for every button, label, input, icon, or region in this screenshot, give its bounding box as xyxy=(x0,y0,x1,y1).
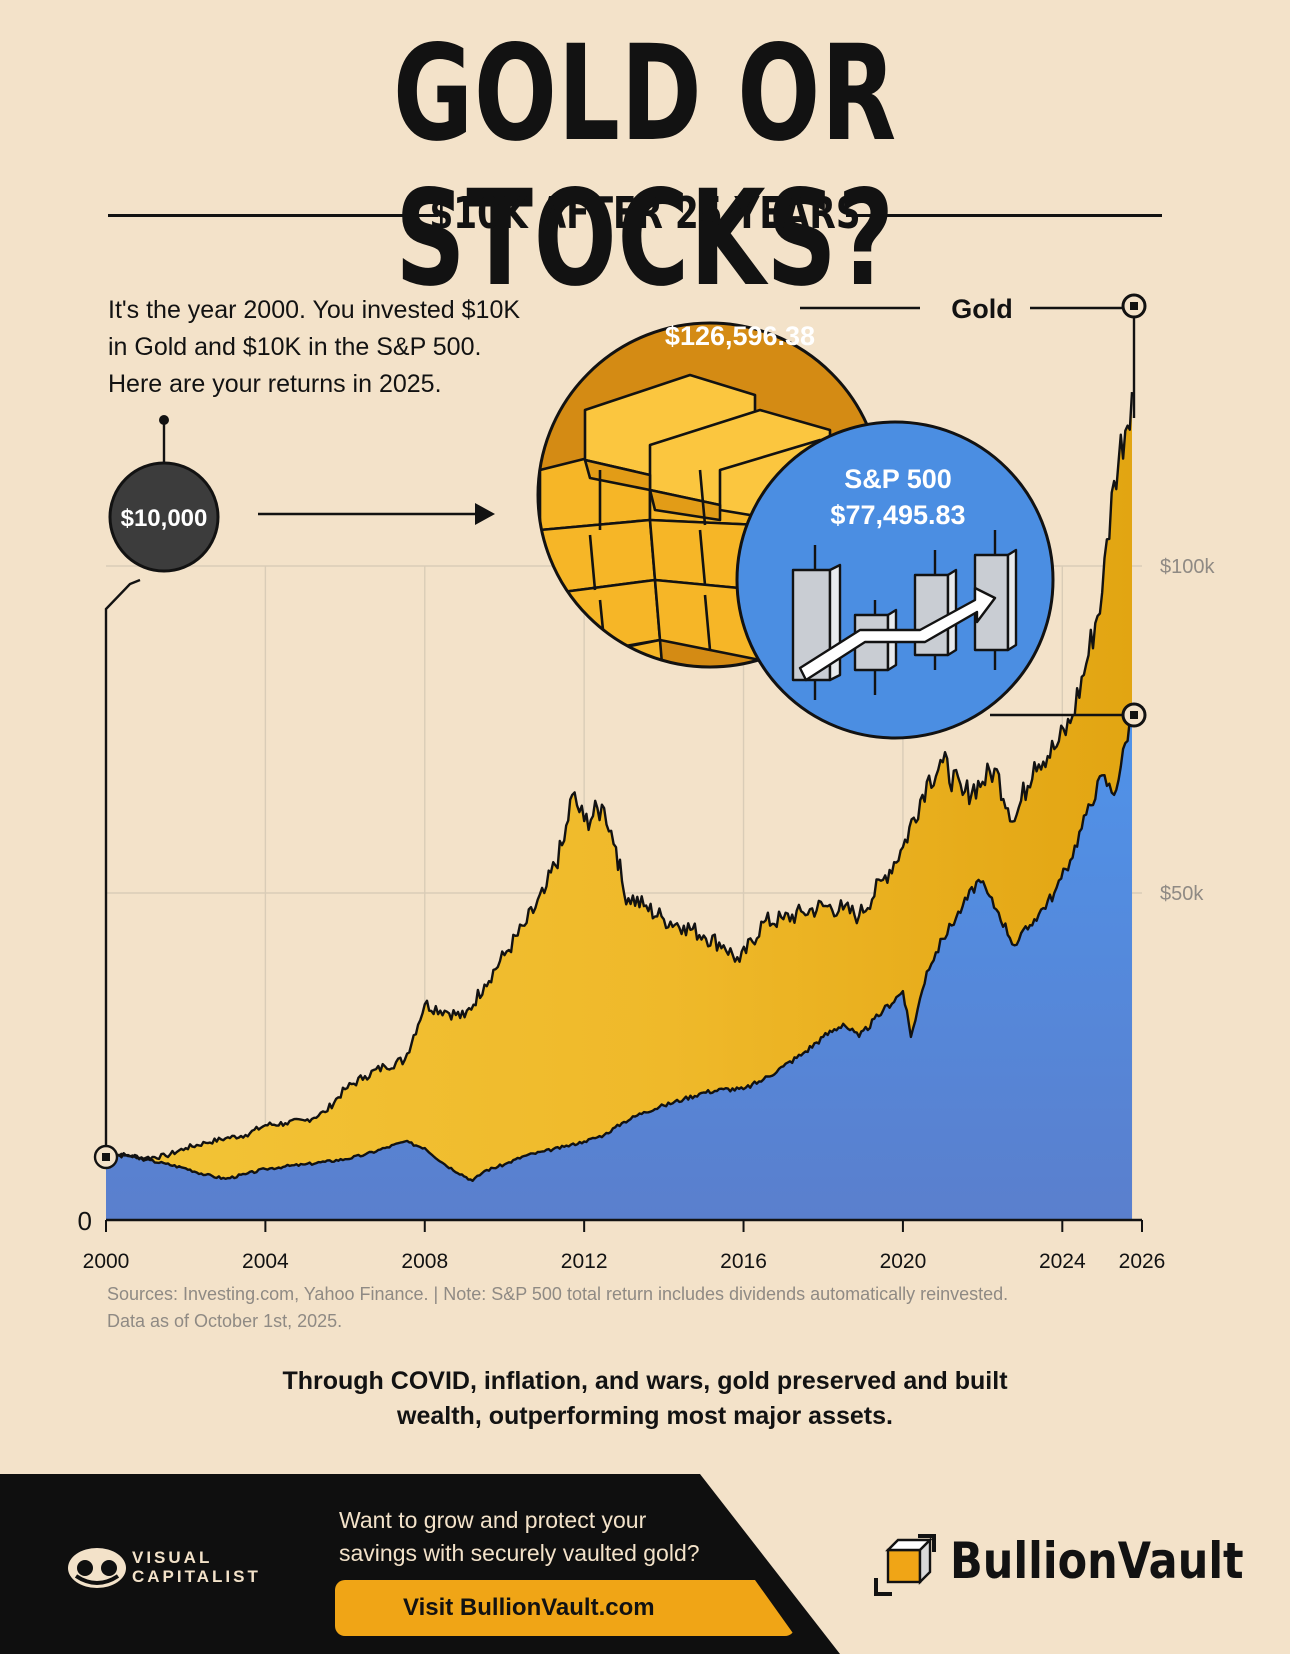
cta-text: Want to grow and protect your savings wi… xyxy=(339,1504,759,1570)
sp500-label: S&P 500 xyxy=(844,464,952,494)
start-connector xyxy=(104,578,141,1157)
gold-value: $126,596.38 xyxy=(665,321,815,351)
gold-area xyxy=(106,392,1133,1221)
chart: 0$50k$100k 2000 2004 2008 2012 2016 2020 2024 2… xyxy=(78,293,1215,1273)
cta-line-2: savings with securely vaulted gold? xyxy=(339,1540,700,1566)
x-tick-label: 2004 xyxy=(242,1250,289,1273)
axes: 2000 2004 2008 2012 2016 2020 2024 2026 xyxy=(83,1218,1166,1273)
y-tick-label: $100k xyxy=(1160,556,1215,578)
x-tick-label: 2016 xyxy=(720,1250,767,1273)
takeaway-line-1: Through COVID, inflation, and wars, gold… xyxy=(282,1367,1008,1395)
sp500-line xyxy=(105,712,1134,1182)
brand-line-1: VISUAL xyxy=(132,1548,213,1567)
start-badge xyxy=(108,461,220,573)
bullionvault-logo-icon[interactable] xyxy=(874,1534,936,1596)
sources-line: Sources: Investing.com, Yahoo Finance. |… xyxy=(107,1284,1009,1304)
x-tick-label: 2024 xyxy=(1039,1250,1086,1273)
takeaway-line-2: wealth, outperforming most major assets. xyxy=(397,1402,893,1430)
intro-line-2: in Gold and $10K in the S&P 500. xyxy=(108,333,482,361)
visual-capitalist-wordmark[interactable]: VISUAL CAPITALIST xyxy=(132,1548,261,1586)
cta-line-1: Want to grow and protect your xyxy=(339,1507,647,1533)
gold-end-marker-dot xyxy=(1130,302,1138,310)
brand-line-2: CAPITALIST xyxy=(132,1567,261,1586)
sp500-area xyxy=(106,713,1133,1220)
x-tick-label: 2012 xyxy=(561,1250,608,1273)
bullionvault-wordmark[interactable]: BullionVault xyxy=(950,1532,1244,1590)
sp500-end-marker-dot xyxy=(1130,711,1138,719)
page-subtitle: $10K AFTER 25 YEARS xyxy=(429,188,861,239)
x-tick-label: 2008 xyxy=(401,1250,448,1273)
gold-line xyxy=(105,392,1134,1161)
start-marker-dot xyxy=(102,1153,110,1161)
sp500-illustration: S&P 500 $77,495.83 xyxy=(735,420,1055,740)
intro-text: It's the year 2000. You invested $10K in… xyxy=(108,292,568,403)
subtitle-rule-left xyxy=(108,214,438,217)
subtitle-rule-right xyxy=(846,214,1162,217)
takeaway: Through COVID, inflation, and wars, gold… xyxy=(180,1364,1110,1434)
footer: VISUAL CAPITALIST Want to grow and prote… xyxy=(0,1474,1290,1654)
x-tick-label: 2020 xyxy=(880,1250,927,1273)
x-tick-label: 2026 xyxy=(1119,1250,1166,1273)
y-tick-label: 0 xyxy=(78,1206,92,1236)
badge-stem-dot xyxy=(159,415,169,425)
start-arrowhead xyxy=(475,503,495,525)
start-badge-label: $10,000 xyxy=(121,505,208,532)
gold-label: Gold xyxy=(951,294,1013,324)
intro-line-1: It's the year 2000. You invested $10K xyxy=(108,296,521,324)
x-tick-label: 2000 xyxy=(83,1250,130,1273)
y-tick-label: $50k xyxy=(1160,883,1204,905)
intro-line-3: Here are your returns in 2025. xyxy=(108,370,442,398)
sources-note: Sources: Investing.com, Yahoo Finance. |… xyxy=(107,1281,1187,1335)
data-date-line: Data as of October 1st, 2025. xyxy=(107,1311,343,1331)
sp500-value: $77,495.83 xyxy=(830,500,965,530)
visual-capitalist-logo-icon[interactable] xyxy=(66,1546,128,1590)
visit-bullionvault-button[interactable]: Visit BullionVault.com xyxy=(335,1580,795,1636)
page-title: GOLD OR STOCKS? xyxy=(393,17,897,317)
